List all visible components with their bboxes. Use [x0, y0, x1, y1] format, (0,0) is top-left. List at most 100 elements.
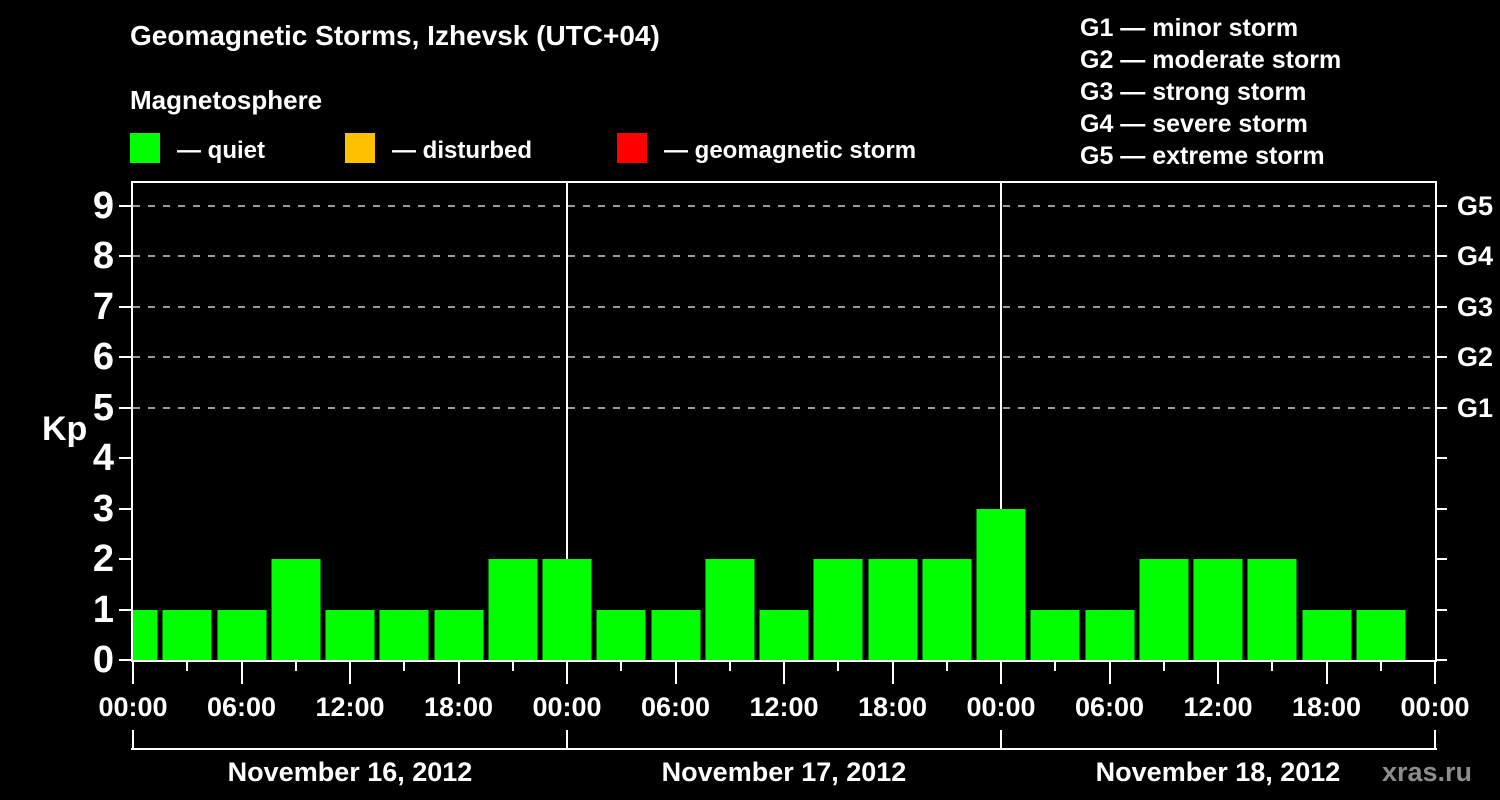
gridline-kp8 — [133, 255, 1435, 258]
y-tick-label: 0 — [92, 639, 114, 681]
y-tick — [119, 608, 131, 611]
y-tick — [119, 406, 131, 409]
storm-legend-label: — geomagnetic storm — [664, 137, 917, 164]
x-tick-minor — [186, 660, 189, 671]
kp-bar — [162, 609, 212, 660]
x-tick-minor — [1271, 660, 1274, 671]
kp-bar — [976, 508, 1026, 660]
storm-legend-swatch — [617, 133, 647, 163]
g-axis-label-g2: G2 — [1457, 342, 1494, 373]
kp-bar — [133, 609, 158, 660]
kp-bar — [488, 559, 538, 660]
gridline-kp6 — [133, 356, 1435, 359]
x-tick-minor — [1162, 660, 1165, 671]
g-axis-label-g4: G4 — [1457, 241, 1494, 272]
right-tick — [1437, 406, 1447, 409]
y-tick-label: 7 — [92, 285, 114, 328]
disturbed-legend-swatch — [345, 133, 375, 163]
kp-bar — [379, 609, 429, 660]
x-tick-label: 12:00 — [1183, 692, 1253, 722]
quiet-legend-label: — quiet — [177, 137, 265, 164]
g-axis-label-g1: G1 — [1457, 392, 1494, 423]
x-tick-label: 18:00 — [857, 692, 928, 722]
kp-bar — [1302, 609, 1351, 660]
x-tick-label: 06:00 — [206, 692, 277, 722]
plot-area — [133, 183, 1435, 660]
date-label: November 17, 2012 — [661, 757, 907, 787]
x-tick-minor — [511, 660, 514, 671]
right-tick — [1437, 457, 1447, 460]
kp-bar — [705, 559, 755, 660]
x-tick-major — [566, 660, 568, 684]
kp-bar — [217, 609, 266, 660]
kp-bar — [1030, 609, 1080, 660]
date-label: November 16, 2012 — [227, 757, 473, 787]
disturbed-legend-label: — disturbed — [392, 137, 533, 164]
y-tick-label: 4 — [92, 437, 114, 480]
kp-bar — [325, 609, 375, 660]
y-axis-title: Kp — [42, 410, 88, 448]
x-tick-label: 00:00 — [966, 692, 1036, 722]
right-tick — [1437, 507, 1447, 510]
date-bracket-line — [131, 748, 1437, 750]
y-tick — [119, 558, 131, 561]
kp-bar — [922, 559, 972, 660]
x-tick-major — [783, 660, 785, 684]
kp-bar — [868, 559, 917, 660]
day-boundary-line — [1000, 183, 1002, 660]
x-tick-major — [1434, 660, 1436, 684]
date-bracket-tick — [132, 730, 134, 748]
y-tick — [119, 204, 131, 207]
right-tick — [1437, 356, 1447, 359]
y-tick-label: 5 — [92, 386, 114, 429]
date-bracket-tick — [1000, 730, 1002, 748]
kp-bar — [271, 559, 321, 660]
x-tick-label: 18:00 — [423, 692, 494, 722]
x-tick-major — [240, 660, 243, 684]
y-tick-label: 9 — [92, 184, 114, 227]
date-bracket-tick — [1434, 730, 1436, 748]
x-tick-label: 00:00 — [1400, 692, 1470, 722]
chart-title: Geomagnetic Storms, Izhevsk (UTC+04) — [130, 20, 660, 51]
g3-legend-line: G3 — strong storm — [1080, 78, 1307, 106]
x-tick-minor — [1054, 660, 1057, 671]
x-tick-label: 18:00 — [1291, 692, 1362, 722]
g5-legend-line: G5 — extreme storm — [1080, 142, 1325, 170]
x-tick-major — [132, 660, 134, 684]
x-tick-major — [1217, 660, 1219, 684]
right-tick — [1437, 255, 1447, 258]
g-scale-legend: G1 — minor storm G2 — moderate storm G3 … — [1080, 12, 1341, 172]
y-tick — [119, 507, 131, 510]
y-tick — [119, 659, 131, 661]
gridline-kp5 — [133, 406, 1435, 409]
right-tick — [1437, 608, 1447, 611]
x-tick-label: 12:00 — [315, 692, 385, 722]
x-tick-major — [674, 660, 677, 684]
x-tick-major — [457, 660, 460, 684]
right-tick — [1437, 558, 1447, 561]
g4-legend-line: G4 — severe storm — [1080, 110, 1308, 138]
gridline-kp9 — [133, 204, 1435, 207]
x-tick-major — [1108, 660, 1111, 684]
y-tick-label: 3 — [92, 487, 114, 530]
date-bracket-tick — [566, 730, 568, 748]
right-tick — [1437, 305, 1447, 308]
kp-bar — [1247, 559, 1297, 660]
x-tick-label: 12:00 — [749, 692, 819, 722]
gridline-kp7 — [133, 305, 1435, 308]
y-tick-label: 2 — [92, 538, 114, 581]
kp-bar — [651, 609, 700, 660]
x-tick-minor — [945, 660, 948, 671]
x-tick-major — [349, 660, 351, 684]
x-tick-label: 06:00 — [1074, 692, 1145, 722]
y-tick-label: 1 — [92, 588, 114, 631]
x-tick-label: 00:00 — [98, 692, 168, 722]
y-tick — [119, 305, 131, 308]
x-tick-minor — [1379, 660, 1382, 671]
right-tick — [1437, 204, 1447, 207]
x-tick-major — [1000, 660, 1002, 684]
chart-subtitle: Magnetosphere — [130, 85, 323, 115]
y-tick — [119, 255, 131, 258]
kp-bar — [1085, 609, 1134, 660]
date-label: November 18, 2012 — [1095, 757, 1341, 787]
